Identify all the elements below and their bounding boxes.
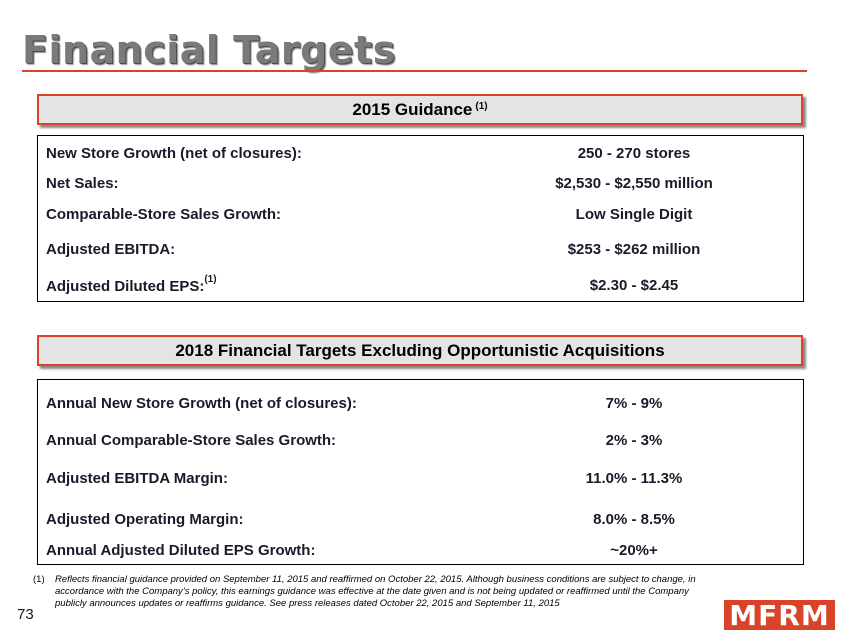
guidance-header: 2015 Guidance (1) — [37, 94, 803, 125]
row-value: 7% - 9% — [605, 395, 663, 412]
footnote-number: (1) — [33, 574, 45, 585]
row-label-note: (1) — [204, 274, 217, 285]
row-value: 250 - 270 stores — [577, 145, 691, 162]
row-label: Adjusted EBITDA Margin: — [46, 470, 228, 487]
page-number: 73 — [17, 606, 34, 623]
row-label: Annual Comparable-Store Sales Growth: — [46, 432, 337, 449]
row-value: 11.0% - 11.3% — [585, 470, 683, 487]
row-label: Comparable-Store Sales Growth: — [46, 206, 282, 223]
row-value: 2% - 3% — [605, 432, 663, 449]
row-label-text: Adjusted Diluted EPS: — [46, 278, 205, 295]
guidance-header-note: (1) — [475, 101, 488, 112]
row-value: 8.0% - 8.5% — [593, 511, 675, 528]
guidance-header-text: 2015 Guidance — [352, 99, 473, 119]
row-value: $2.30 - $2.45 — [589, 277, 679, 294]
company-logo: MFRM — [724, 599, 835, 632]
row-label: New Store Growth (net of closures): — [46, 145, 302, 162]
row-value: ~20%+ — [610, 542, 658, 559]
row-label: Adjusted Operating Margin: — [46, 511, 244, 528]
row-label: Annual Adjusted Diluted EPS Growth: — [46, 542, 316, 559]
row-value: $253 - $262 million — [567, 241, 701, 258]
targets-header: 2018 Financial Targets Excluding Opportu… — [37, 335, 803, 366]
targets-table: Annual New Store Growth (net of closures… — [37, 379, 804, 565]
row-value: Low Single Digit — [575, 206, 693, 223]
title-divider — [22, 70, 807, 72]
row-label: Annual New Store Growth (net of closures… — [46, 395, 357, 412]
row-label: Net Sales: — [46, 175, 119, 192]
footnote-text: Reflects financial guidance provided on … — [55, 574, 696, 609]
row-value: $2,530 - $2,550 million — [555, 175, 713, 192]
page-title: Financial Targets — [22, 28, 396, 72]
row-label: Adjusted Diluted EPS:(1) — [46, 274, 217, 295]
targets-header-text: 2018 Financial Targets Excluding Opportu… — [175, 340, 665, 360]
row-label: Adjusted EBITDA: — [46, 241, 176, 258]
guidance-table: New Store Growth (net of closures): 250 … — [37, 135, 804, 302]
